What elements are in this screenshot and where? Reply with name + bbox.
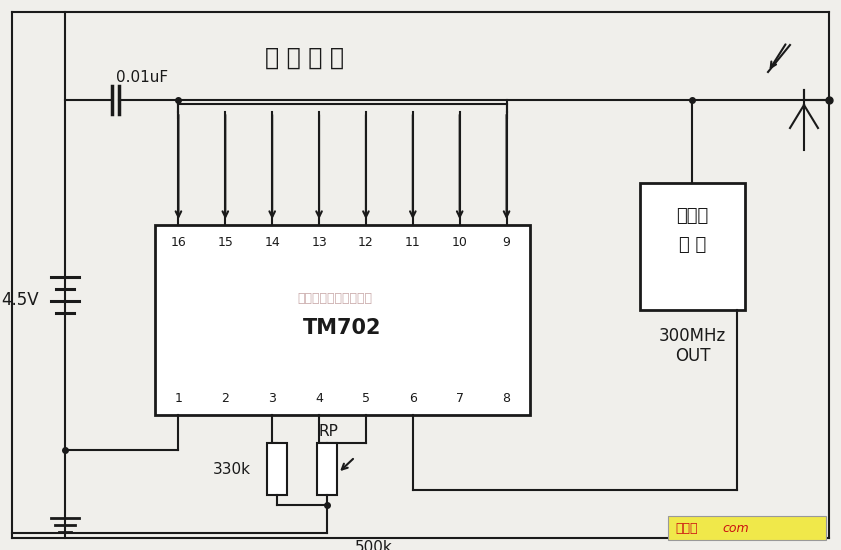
Bar bbox=[267, 443, 287, 495]
Text: 16: 16 bbox=[171, 235, 187, 249]
Text: 11: 11 bbox=[405, 235, 420, 249]
Text: 12: 12 bbox=[358, 235, 373, 249]
Text: 5: 5 bbox=[362, 392, 370, 404]
Text: 6: 6 bbox=[409, 392, 417, 404]
Text: 控 制 输 出: 控 制 输 出 bbox=[266, 46, 345, 70]
Text: 9: 9 bbox=[503, 235, 510, 249]
Text: 500k: 500k bbox=[355, 541, 393, 550]
Text: 2: 2 bbox=[221, 392, 230, 404]
Text: 15: 15 bbox=[217, 235, 233, 249]
Text: 收 机: 收 机 bbox=[679, 236, 706, 254]
Text: 射频接: 射频接 bbox=[676, 207, 709, 225]
Text: 接线图: 接线图 bbox=[675, 521, 697, 535]
Bar bbox=[640, 183, 745, 310]
Text: RP: RP bbox=[318, 424, 338, 438]
Text: 10: 10 bbox=[452, 235, 468, 249]
Text: 3: 3 bbox=[268, 392, 276, 404]
Text: TM702: TM702 bbox=[304, 318, 382, 338]
Text: 7: 7 bbox=[456, 392, 463, 404]
Bar bbox=[668, 516, 826, 540]
Text: 0.01uF: 0.01uF bbox=[116, 70, 168, 85]
Text: 4.5V: 4.5V bbox=[2, 291, 39, 309]
Text: 14: 14 bbox=[264, 235, 280, 249]
Text: 13: 13 bbox=[311, 235, 327, 249]
Text: OUT: OUT bbox=[674, 347, 711, 365]
Text: 8: 8 bbox=[503, 392, 510, 404]
Bar bbox=[668, 516, 826, 540]
Text: 1: 1 bbox=[174, 392, 182, 404]
Text: 300MHz: 300MHz bbox=[659, 327, 726, 345]
Text: 杭州格虑科技有限公司: 杭州格虑科技有限公司 bbox=[297, 292, 372, 305]
Bar bbox=[317, 443, 337, 495]
Text: 4: 4 bbox=[315, 392, 323, 404]
Text: com: com bbox=[722, 521, 748, 535]
Bar bbox=[155, 225, 530, 415]
Text: 330k: 330k bbox=[213, 461, 251, 476]
